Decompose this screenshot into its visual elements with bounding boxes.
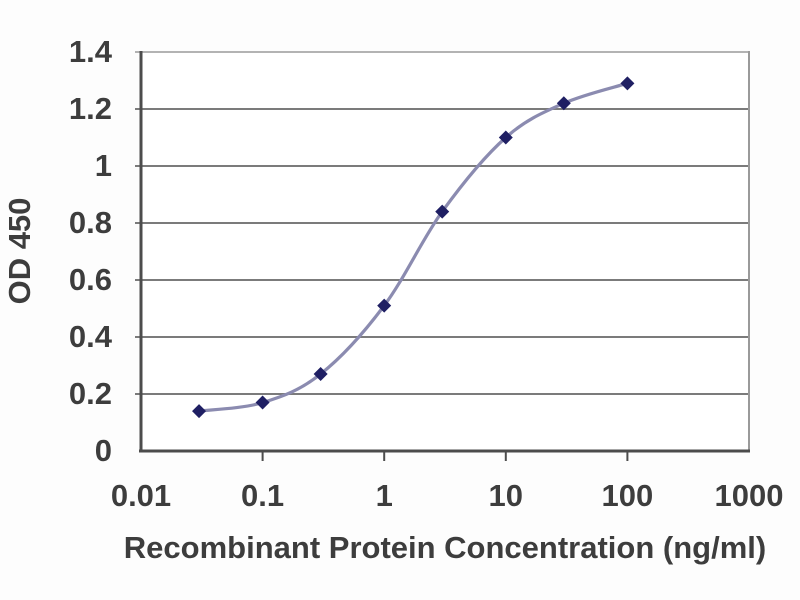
gridlines xyxy=(135,51,749,395)
series-line xyxy=(198,81,628,413)
x-tick-label-1000: 1000 xyxy=(715,478,784,513)
data-point-0.1ng xyxy=(255,395,270,410)
data-point-0.03ng xyxy=(192,404,207,419)
data-point-1ng xyxy=(377,298,392,313)
data-point-30ng xyxy=(556,96,571,111)
y-tick-label-1.4: 1.4 xyxy=(69,34,113,69)
y-tick-label-1: 1 xyxy=(95,148,112,183)
x-tick-label-10: 10 xyxy=(489,478,523,513)
data-point-0.3ng xyxy=(313,367,328,382)
data-point-100ng xyxy=(620,76,635,91)
y-tick-label-0.8: 0.8 xyxy=(69,205,112,240)
y-tick-label-1.2: 1.2 xyxy=(69,91,112,126)
data-point-3ng xyxy=(435,204,450,219)
x-axis-title: Recombinant Protein Concentration (ng/ml… xyxy=(124,530,766,565)
x-tick-label-1: 1 xyxy=(376,478,393,513)
data-point-10ng xyxy=(498,130,513,145)
y-tick-label-0.6: 0.6 xyxy=(69,262,112,297)
axis-tick-marks xyxy=(261,451,629,461)
x-tick-label-100: 100 xyxy=(602,478,654,513)
plot-area xyxy=(141,52,749,451)
series-markers xyxy=(192,76,635,419)
y-tick-label-0: 0 xyxy=(95,433,112,468)
x-axis-tick-labels: 0.01 0.1 1 10 100 1000 xyxy=(111,478,784,513)
plot-frame xyxy=(139,51,750,453)
standard-curve-path xyxy=(198,81,628,413)
y-tick-label-0.2: 0.2 xyxy=(69,376,112,411)
y-axis-tick-labels: 0 0.2 0.4 0.6 0.8 1 1.2 1.4 xyxy=(69,34,113,468)
y-tick-label-0.4: 0.4 xyxy=(69,319,113,354)
x-tick-label-0.1: 0.1 xyxy=(241,478,284,513)
x-tick-label-0.01: 0.01 xyxy=(111,478,171,513)
y-axis-title: OD 450 xyxy=(2,198,37,305)
